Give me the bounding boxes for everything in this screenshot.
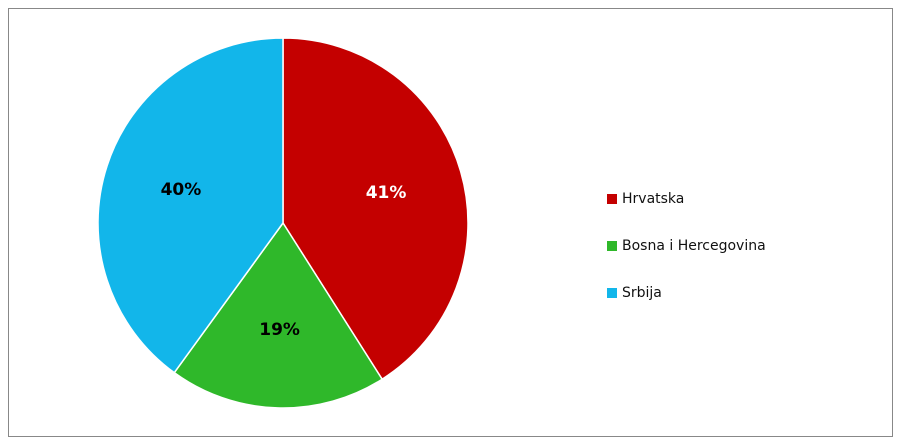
pie-slice xyxy=(97,37,284,374)
legend-swatch xyxy=(607,241,617,251)
legend-swatch xyxy=(607,194,617,204)
pie-slice xyxy=(173,221,384,409)
legend-label: Bosna i Hercegovina xyxy=(622,238,766,254)
legend-label: Srbija xyxy=(622,285,662,301)
slice-label: 40% xyxy=(161,180,202,200)
slice-label: 41% xyxy=(366,183,407,203)
legend-swatch xyxy=(607,288,617,298)
slice-label: 19% xyxy=(259,320,300,340)
legend-label: Hrvatska xyxy=(622,191,684,207)
pie-slice xyxy=(282,37,469,381)
